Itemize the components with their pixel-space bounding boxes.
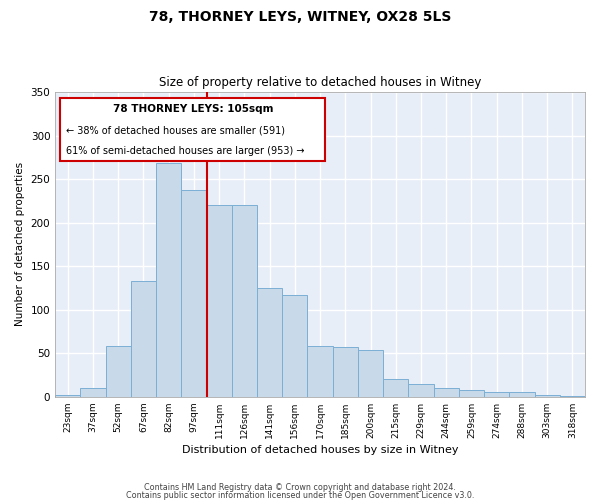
Bar: [358, 350, 383, 397]
Text: ← 38% of detached houses are smaller (591): ← 38% of detached houses are smaller (59…: [66, 126, 285, 136]
Bar: [106, 346, 131, 397]
Bar: [535, 395, 560, 397]
Bar: [383, 380, 409, 397]
Text: 61% of semi-detached houses are larger (953) →: 61% of semi-detached houses are larger (…: [66, 146, 304, 156]
Bar: [560, 396, 585, 397]
Bar: [181, 190, 206, 397]
FancyBboxPatch shape: [61, 98, 325, 160]
X-axis label: Distribution of detached houses by size in Witney: Distribution of detached houses by size …: [182, 445, 458, 455]
Bar: [332, 347, 358, 397]
Text: 78 THORNEY LEYS: 105sqm: 78 THORNEY LEYS: 105sqm: [113, 104, 273, 115]
Bar: [509, 392, 535, 397]
Bar: [55, 395, 80, 397]
Bar: [206, 206, 232, 397]
Bar: [282, 295, 307, 397]
Bar: [307, 346, 332, 397]
Bar: [484, 392, 509, 397]
Bar: [232, 206, 257, 397]
Text: 78, THORNEY LEYS, WITNEY, OX28 5LS: 78, THORNEY LEYS, WITNEY, OX28 5LS: [149, 10, 451, 24]
Bar: [257, 288, 282, 397]
Bar: [156, 164, 181, 397]
Title: Size of property relative to detached houses in Witney: Size of property relative to detached ho…: [159, 76, 481, 90]
Bar: [459, 390, 484, 397]
Text: Contains HM Land Registry data © Crown copyright and database right 2024.: Contains HM Land Registry data © Crown c…: [144, 484, 456, 492]
Bar: [80, 388, 106, 397]
Y-axis label: Number of detached properties: Number of detached properties: [15, 162, 25, 326]
Bar: [434, 388, 459, 397]
Bar: [409, 384, 434, 397]
Bar: [131, 281, 156, 397]
Text: Contains public sector information licensed under the Open Government Licence v3: Contains public sector information licen…: [126, 490, 474, 500]
